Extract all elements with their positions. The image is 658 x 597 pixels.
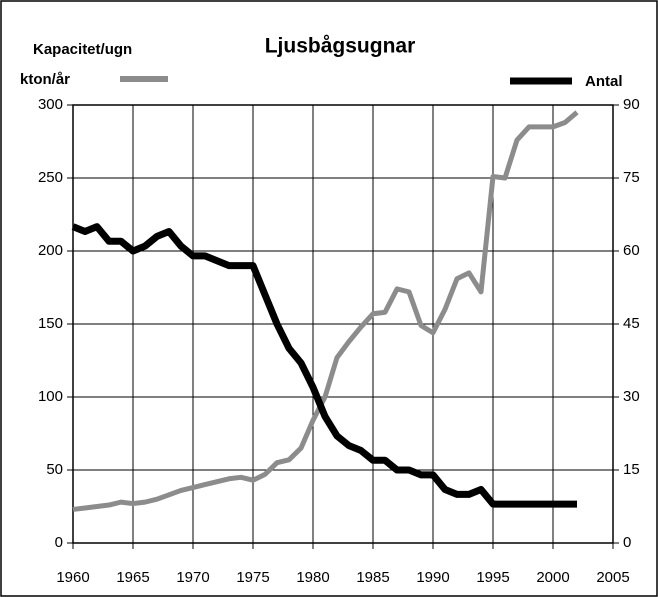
chart-title: Ljusbågsugnar — [265, 35, 416, 58]
legend-label: Antal — [585, 73, 623, 90]
y-tick-label: 50 — [46, 461, 63, 478]
x-tick-label: 1980 — [296, 569, 329, 586]
y-tick-label: 200 — [38, 242, 63, 259]
x-tick-label: 1965 — [116, 569, 149, 586]
x-tick-label: 2005 — [596, 569, 629, 586]
y-axis-label: Kapacitet/ugn — [33, 41, 132, 58]
plot-area — [72, 104, 614, 544]
y2-tick-label: 45 — [623, 315, 640, 332]
x-tick-label: 1995 — [476, 569, 509, 586]
y2-tick-label: 0 — [623, 534, 631, 551]
series-line — [72, 110, 579, 512]
y2-tick-label: 90 — [623, 96, 640, 113]
x-tick-label: 1985 — [356, 569, 389, 586]
x-tick-label: 1970 — [176, 569, 209, 586]
y-tick-label: 300 — [38, 96, 63, 113]
y-tick-label: 150 — [38, 315, 63, 332]
x-tick-label: 1975 — [236, 569, 269, 586]
x-tick-label: 2000 — [536, 569, 569, 586]
y2-tick-label: 60 — [623, 242, 640, 259]
x-tick-label: 1990 — [416, 569, 449, 586]
x-tick-label: 1960 — [56, 569, 89, 586]
y2-tick-label: 75 — [623, 169, 640, 186]
y2-tick-label: 15 — [623, 461, 640, 478]
y-tick-label: 100 — [38, 388, 63, 405]
legend-label: kton/år — [20, 71, 70, 88]
series-line — [71, 223, 577, 508]
y2-tick-label: 30 — [623, 388, 640, 405]
y-tick-label: 250 — [38, 169, 63, 186]
y-tick-label: 0 — [55, 534, 63, 551]
